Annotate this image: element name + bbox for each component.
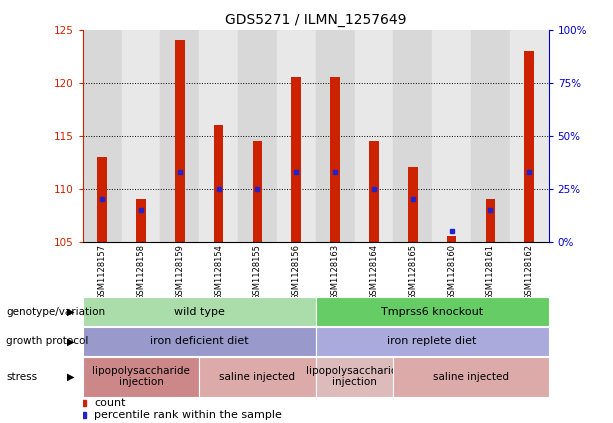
Bar: [161, 30, 199, 242]
Bar: [277, 30, 316, 242]
Bar: [253, 141, 262, 242]
Text: saline injected: saline injected: [433, 372, 509, 382]
Text: growth protocol: growth protocol: [6, 336, 88, 346]
Bar: [471, 30, 510, 242]
Bar: [316, 30, 354, 242]
Text: lipopolysaccharide
injection: lipopolysaccharide injection: [306, 366, 403, 387]
Text: saline injected: saline injected: [219, 372, 295, 382]
Text: ▶: ▶: [67, 336, 74, 346]
Bar: [524, 51, 534, 242]
Text: Tmprss6 knockout: Tmprss6 knockout: [381, 307, 483, 317]
Text: genotype/variation: genotype/variation: [6, 307, 105, 317]
Bar: [369, 141, 379, 242]
Bar: [136, 199, 146, 242]
Bar: [97, 157, 107, 242]
Bar: [291, 77, 301, 242]
Bar: [121, 30, 161, 242]
Text: wild type: wild type: [174, 307, 224, 317]
Text: iron deficient diet: iron deficient diet: [150, 336, 248, 346]
Bar: [394, 30, 432, 242]
Bar: [199, 30, 238, 242]
Text: percentile rank within the sample: percentile rank within the sample: [94, 410, 282, 420]
Bar: [175, 40, 185, 242]
Bar: [408, 168, 417, 242]
Text: ▶: ▶: [67, 372, 74, 382]
Text: ▶: ▶: [67, 307, 74, 317]
Bar: [238, 30, 277, 242]
Text: iron replete diet: iron replete diet: [387, 336, 477, 346]
Bar: [354, 30, 394, 242]
Bar: [485, 199, 495, 242]
Bar: [432, 30, 471, 242]
Bar: [447, 236, 457, 242]
Text: stress: stress: [6, 372, 37, 382]
Bar: [214, 125, 224, 242]
Text: count: count: [94, 398, 126, 409]
Text: lipopolysaccharide
injection: lipopolysaccharide injection: [92, 366, 190, 387]
Bar: [83, 30, 121, 242]
Bar: [510, 30, 549, 242]
Title: GDS5271 / ILMN_1257649: GDS5271 / ILMN_1257649: [225, 13, 406, 27]
Bar: [330, 77, 340, 242]
